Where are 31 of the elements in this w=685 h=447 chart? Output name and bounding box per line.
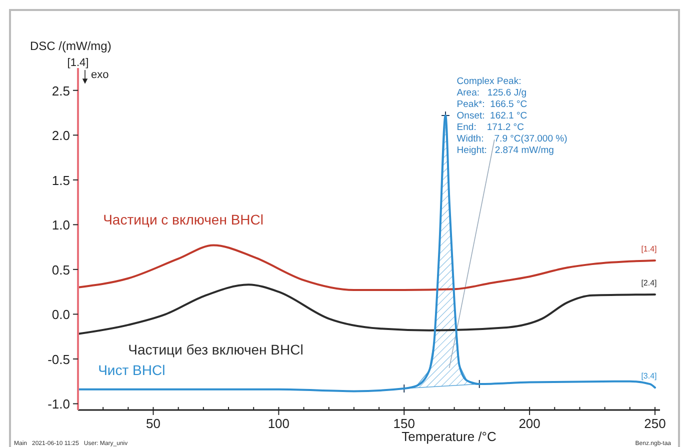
annotation: [2.4] [641, 278, 657, 288]
y-tick-label: 2.5 [52, 83, 70, 98]
series-label: Чист BHCl [98, 362, 166, 378]
line-series [77, 244, 656, 292]
x-tick-label: 50 [146, 416, 160, 431]
y-tick-label: 0.5 [52, 262, 70, 278]
text: Частици с включен BHCl [103, 212, 264, 228]
annotation: [3.4] [641, 372, 657, 381]
annotation: Complex Peak: [456, 76, 522, 88]
y-tick-label: 1.5 [52, 172, 70, 188]
annotation: [1.4] [67, 57, 89, 69]
x-tick-label: 150 [393, 416, 415, 431]
annotation: [1.4] [641, 244, 657, 254]
annotation: Area: 125.6 J/g [456, 88, 527, 99]
annotation: exo [91, 69, 109, 81]
x-tick-label: 100 [268, 416, 290, 431]
y-tick-label: -1.0 [48, 396, 70, 412]
y-axis-title: DSC /(mW/mg) [30, 39, 112, 53]
x-tick-label: 250 [644, 416, 666, 431]
annotation: Peak*: 166.5 °C [456, 99, 528, 110]
x-tick-label: 200 [518, 416, 540, 431]
annotation: Onset: 162.1 °C [456, 110, 528, 122]
annotation: Height: 2.874 mW/mg [456, 145, 554, 156]
annotation: Width: 7.9 °C(37.000 %) [456, 134, 568, 145]
y-tick-label: -0.5 [48, 352, 70, 367]
annotation: End: 171.2 °C [456, 122, 524, 134]
y-tick-label: 0.0 [52, 307, 70, 322]
x-axis-title: Temperature /°C [402, 429, 496, 444]
y-tick-label: 1.0 [52, 218, 70, 233]
y-tick-label: 2.0 [52, 128, 70, 144]
series-label: Частици без включен BHCl [128, 341, 304, 358]
